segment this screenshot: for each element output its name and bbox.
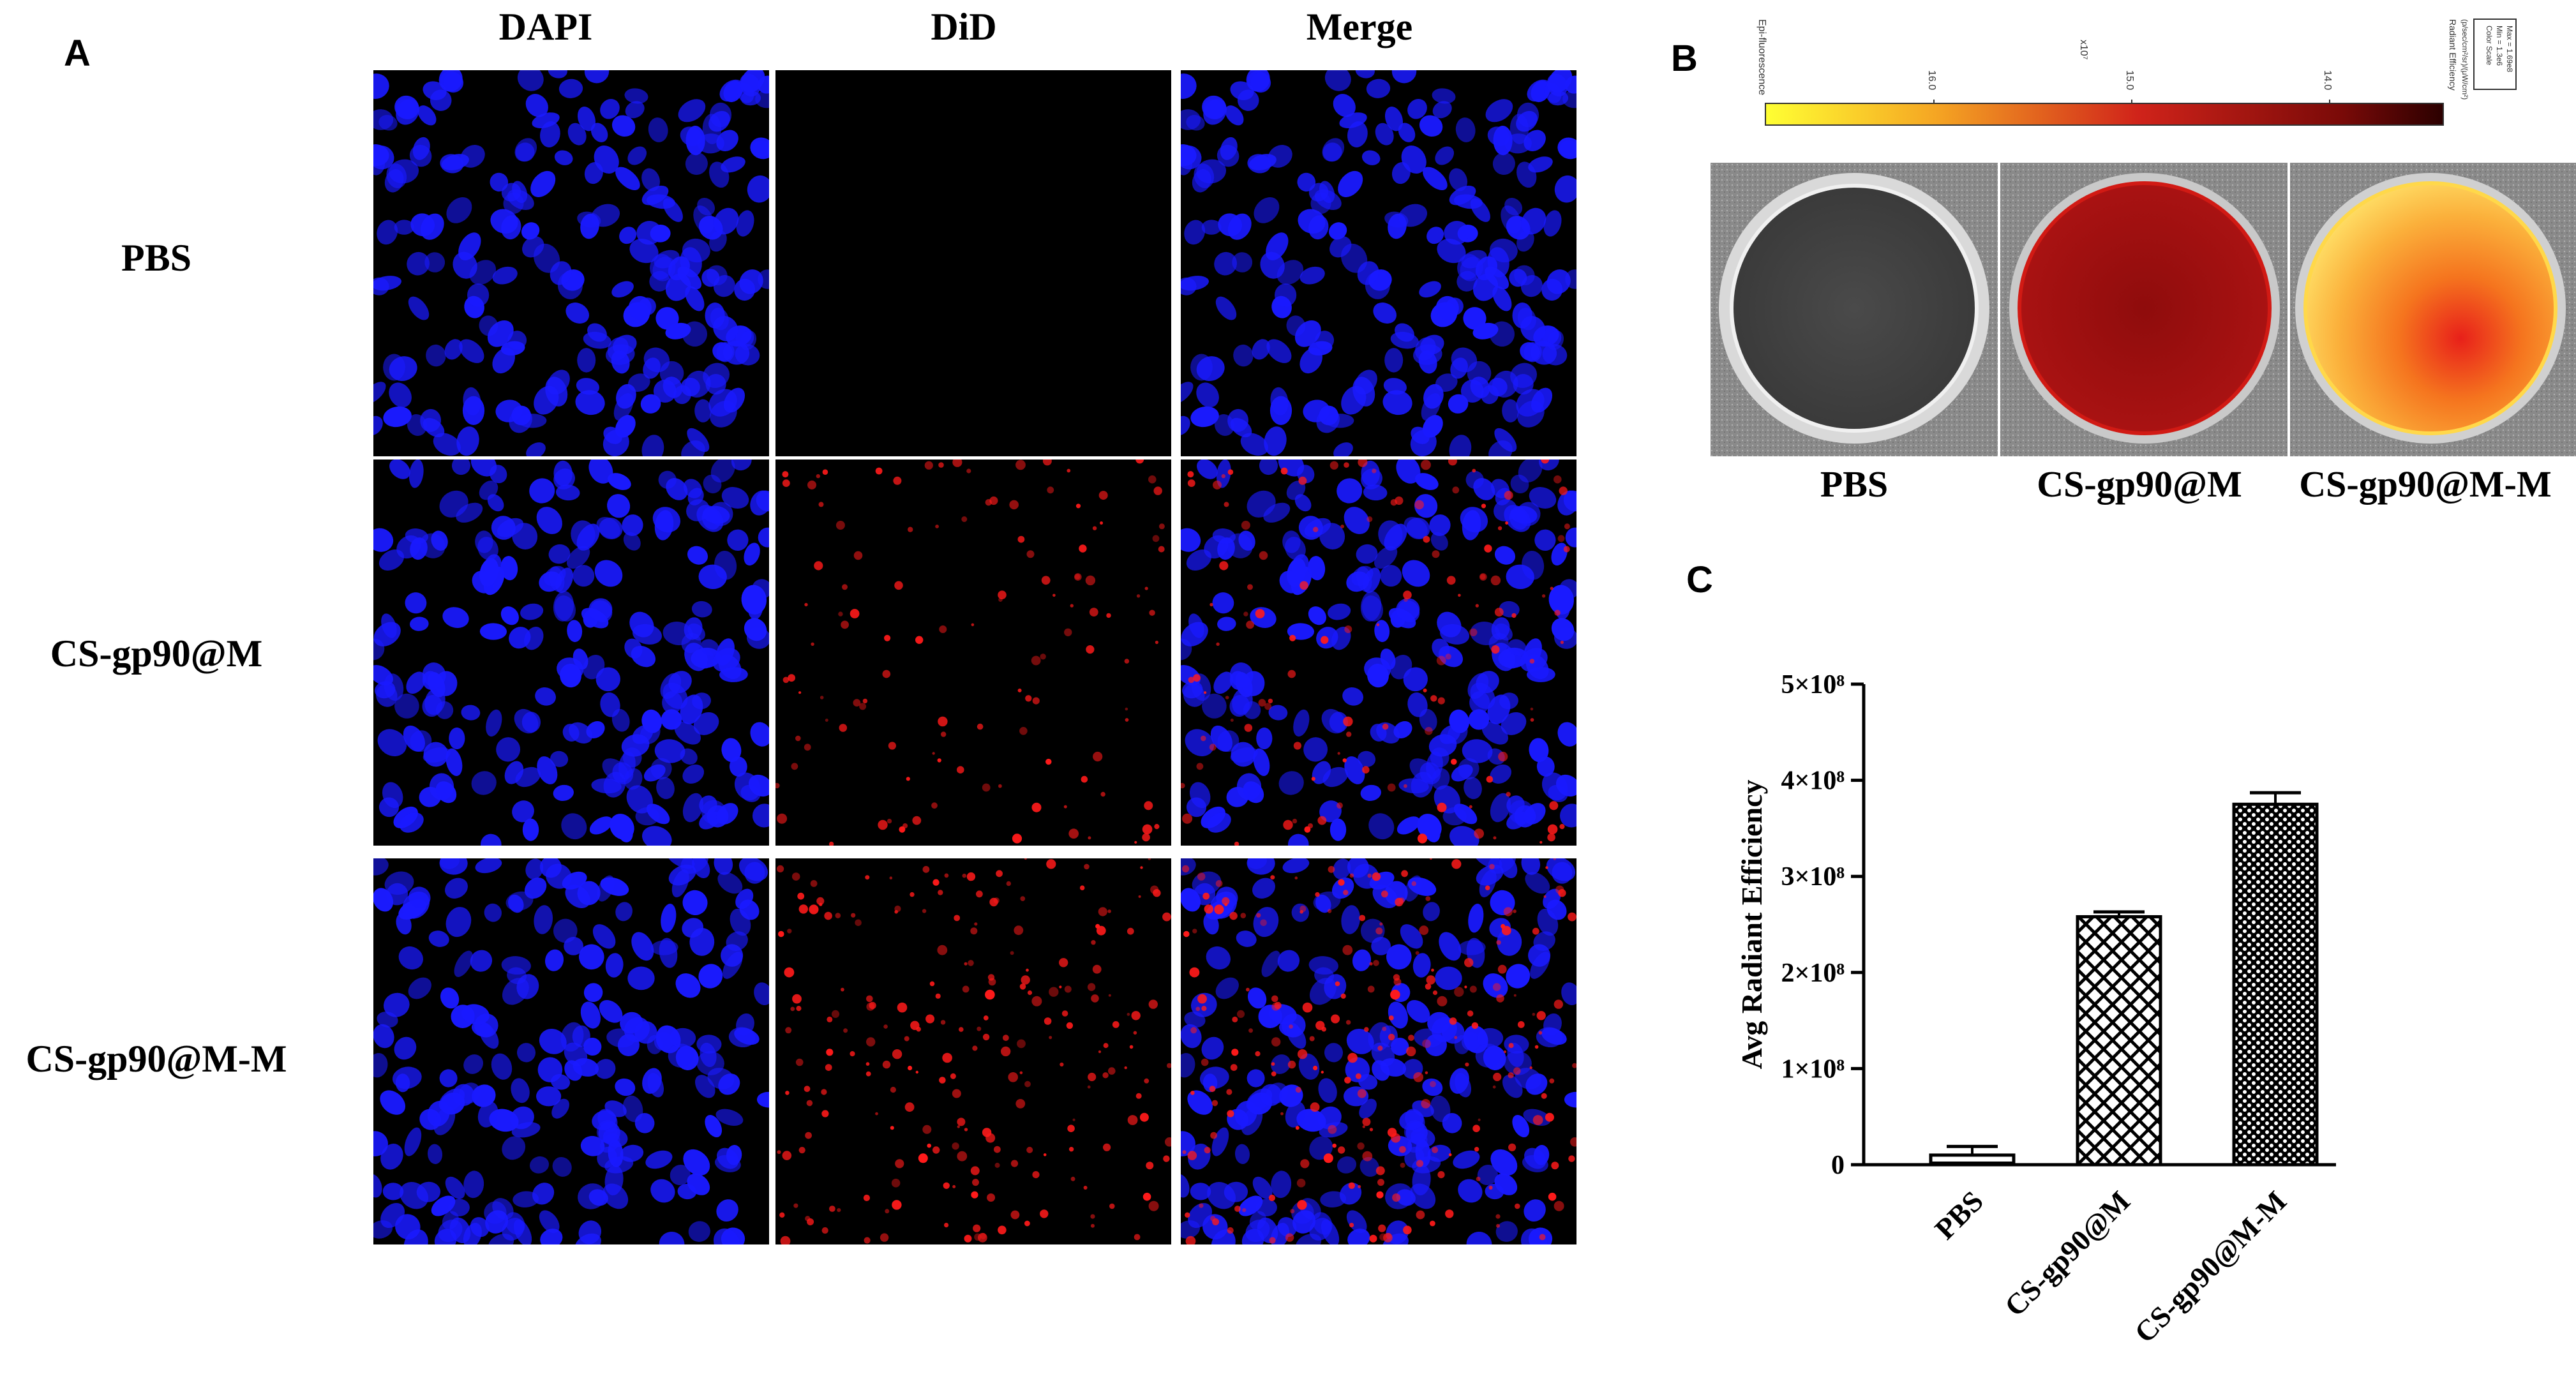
micrograph-dapi-cs-gp90-m-m: [373, 858, 769, 1244]
micrograph-dapi-pbs: [373, 70, 769, 456]
y-tick-label-5: 5×10⁸: [1781, 670, 1845, 699]
y-tick-label-0: 0: [1831, 1151, 1845, 1180]
micrograph-merge-cs-gp90-m: [1181, 460, 1576, 846]
column-header-dapi: DAPI: [498, 6, 593, 48]
well-label-pbs: PBS: [1820, 463, 1889, 505]
panel-c-letter: C: [1686, 559, 1713, 601]
micrograph-did-cs-gp90-m: [775, 460, 1171, 846]
well-label-cs-gp90-m: CS-gp90@M: [2037, 463, 2242, 505]
micrograph-merge-pbs: [1181, 70, 1576, 456]
column-header-did: DiD: [931, 6, 997, 48]
y-tick-label-3: 3×10⁸: [1781, 862, 1845, 892]
bar-cs-gp90-m: [2076, 915, 2162, 1167]
colorbar: Epi-fluorescence 16.0 15.0 14.0 x10⁷ Rad…: [1756, 19, 2517, 126]
colorbar-scale-label: x10⁷: [2078, 40, 2089, 60]
colorbar-right-label: Radiant Efficiency: [2448, 19, 2458, 91]
panel-a-letter: A: [64, 33, 91, 74]
row-header-cs-gp90-m: CS-gp90@M: [50, 632, 263, 675]
bar-cs-gp90-m-m: [2232, 802, 2319, 1167]
micrograph-merge-cs-gp90-m-m: [1181, 858, 1576, 1244]
micrograph-did-pbs: [775, 70, 1171, 456]
well-cs-gp90-m: [2018, 181, 2272, 435]
color-scale-min: Min = 1.3e6: [2495, 26, 2504, 66]
well-label-cs-gp90-m-m: CS-gp90@M-M: [2299, 463, 2552, 505]
well-cs-gp90-m-m: [2303, 181, 2557, 435]
colorbar-units: (p/sec/cm²/sr)/(μW/cm²): [2460, 19, 2469, 100]
color-scale-box: [2473, 19, 2517, 90]
x-tick-label-pbs: PBS: [1928, 1184, 1989, 1246]
y-axis-label: Avg Radiant Efficiency: [1735, 779, 1768, 1069]
colorbar-left-label: Epi-fluorescence: [1756, 19, 1767, 95]
panel-b-letter: B: [1671, 38, 1698, 79]
micrograph-dapi-cs-gp90-m: [373, 460, 769, 846]
color-scale-max: Max = 1.69e8: [2505, 26, 2514, 72]
y-tick-label-4: 4×10⁸: [1781, 766, 1845, 796]
bar-pbs: [1929, 1153, 2016, 1167]
x-tick-label-cs-gp90-m: CS-gp90@M: [1998, 1184, 2136, 1322]
color-scale-title: Color Scale: [2485, 26, 2494, 65]
well-plate-image: [1711, 163, 2576, 456]
colorbar-tick-15: 15.0: [2124, 70, 2135, 90]
bar-chart: 0 1×10⁸ 2×10⁸ 3×10⁸ 4×10⁸ 5×10⁸ Avg Radiant Ef…: [1735, 670, 2336, 1349]
micrograph-did-cs-gp90-m-m: [775, 858, 1171, 1244]
row-header-cs-gp90-m-m: CS-gp90@M-M: [26, 1038, 287, 1080]
column-header-merge: Merge: [1306, 6, 1413, 48]
y-tick-label-1: 1×10⁸: [1781, 1054, 1845, 1084]
well-pbs: [1730, 184, 1979, 433]
x-tick-label-cs-gp90-m-m: CS-gp90@M-M: [2128, 1184, 2293, 1349]
colorbar-gradient: [1765, 103, 2444, 126]
colorbar-tick-16: 16.0: [1926, 70, 1937, 90]
y-tick-label-2: 2×10⁸: [1781, 959, 1845, 988]
colorbar-tick-14: 14.0: [2322, 70, 2333, 90]
row-header-pbs: PBS: [121, 237, 192, 279]
